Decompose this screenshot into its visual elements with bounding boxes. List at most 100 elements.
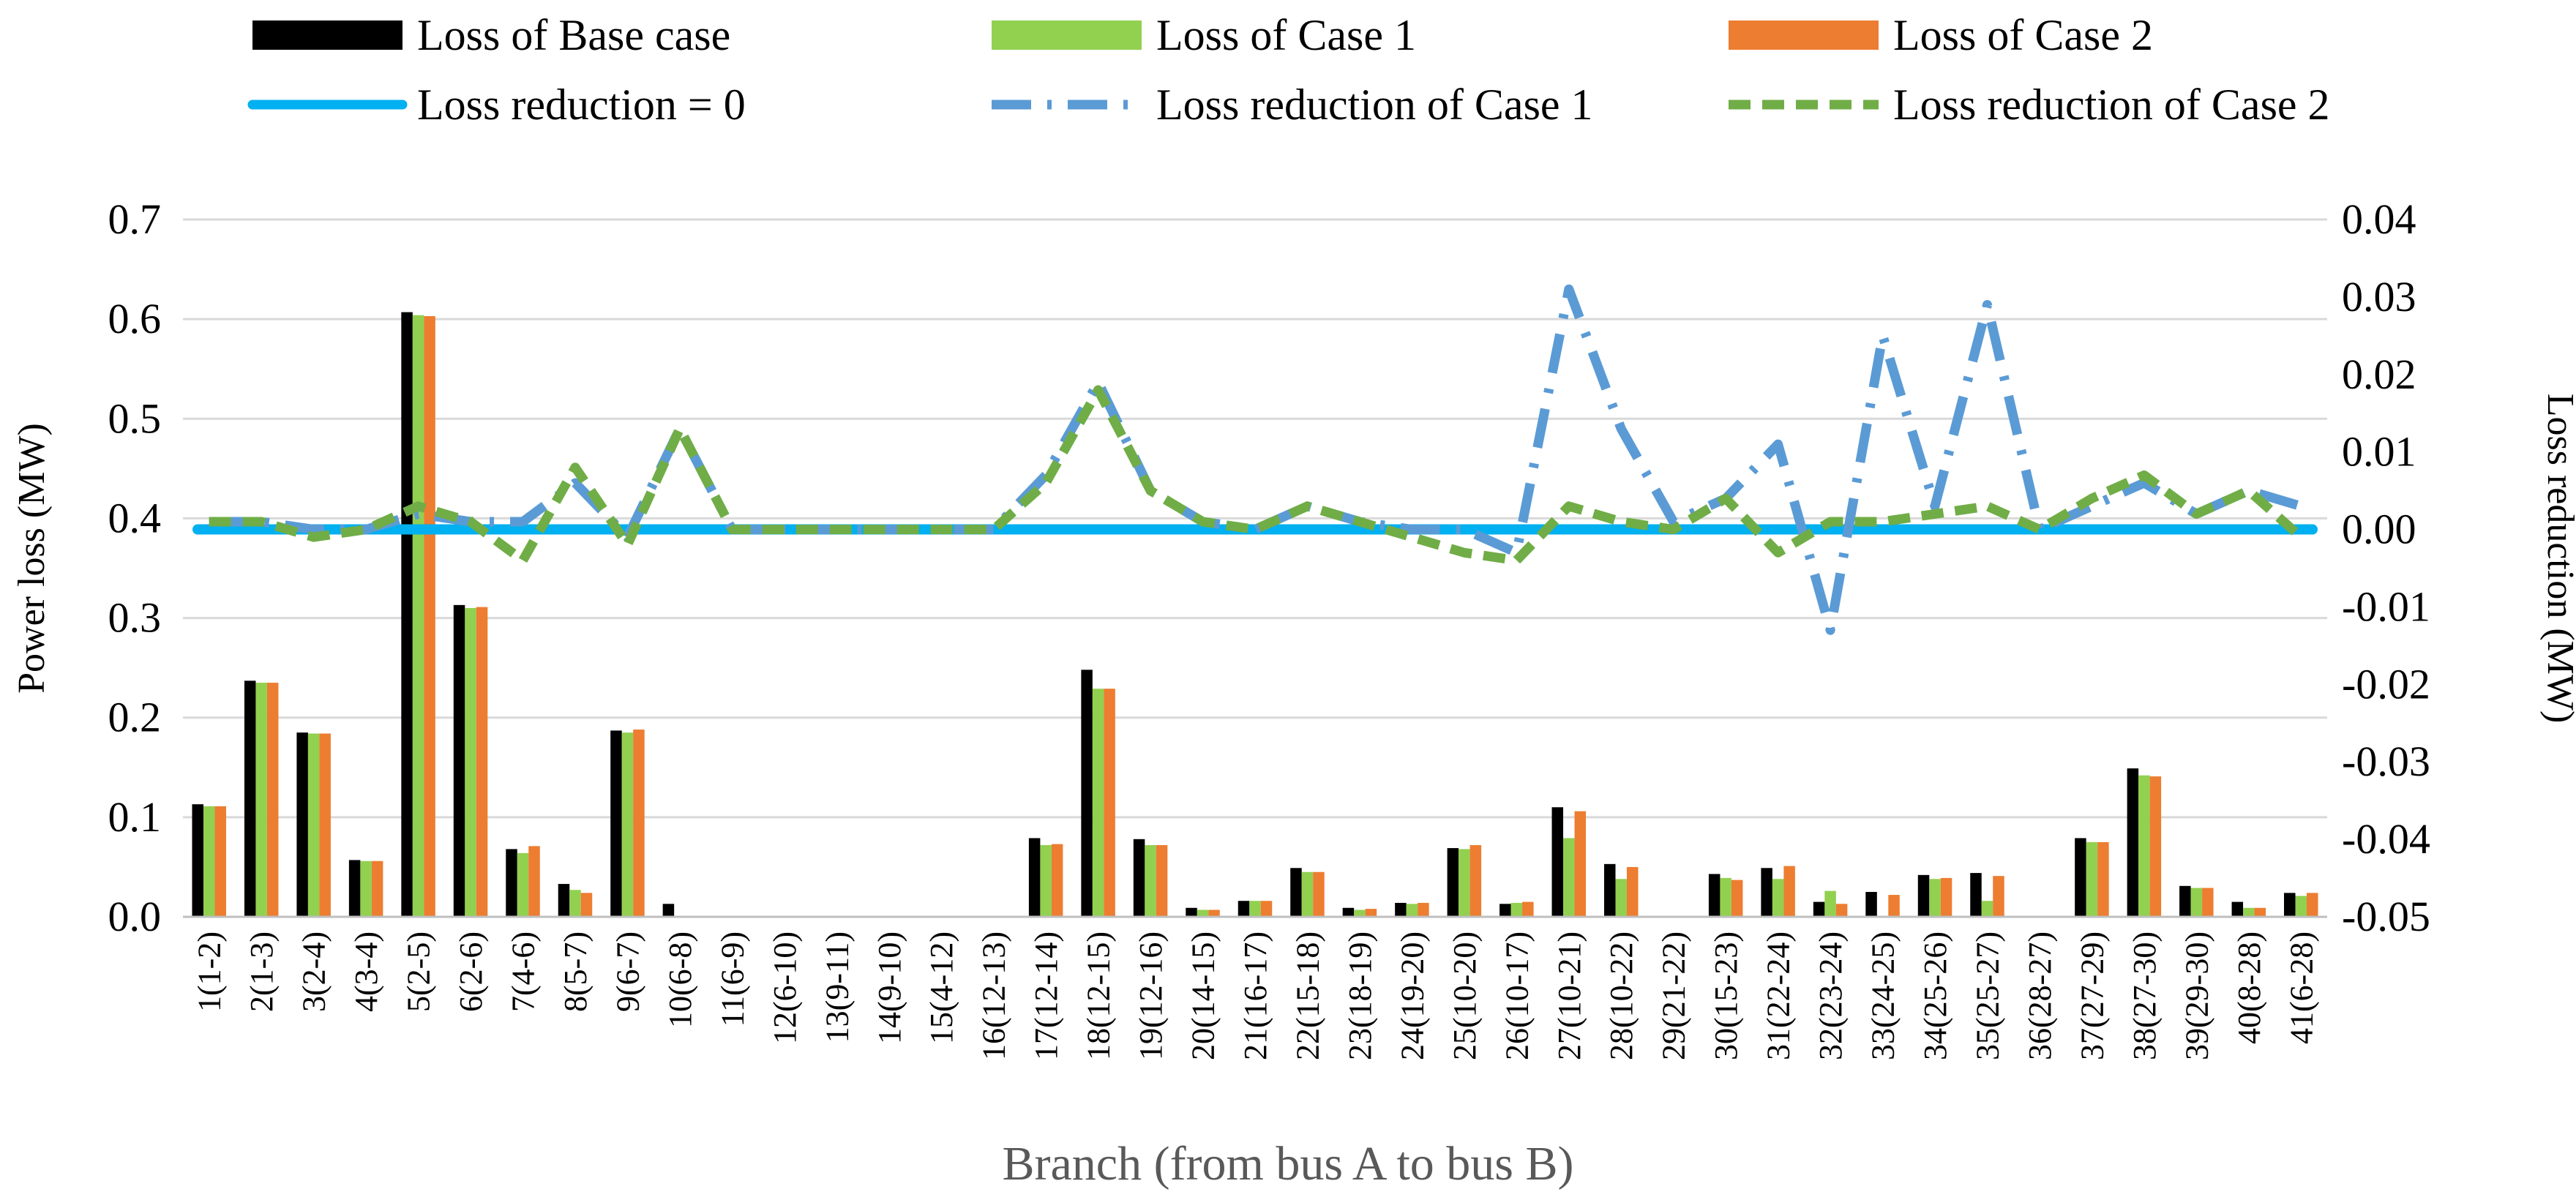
bar-1	[255, 683, 267, 917]
bar-2	[1835, 904, 1848, 917]
bar-2	[1260, 901, 1273, 917]
right-tick-label: 0.02	[2342, 350, 2416, 398]
line-series-1	[209, 284, 2303, 635]
bar-1	[569, 890, 581, 917]
bar-0	[1342, 907, 1355, 917]
legend-entry: Loss reduction of Case 1	[992, 80, 1593, 129]
bar-1	[2243, 907, 2255, 917]
bar-2	[1365, 909, 1377, 917]
bar-1	[1459, 849, 1470, 917]
bar-1	[1197, 910, 1209, 917]
bar-1	[1615, 879, 1627, 917]
category-label: 13(9-11)	[819, 931, 855, 1043]
category-label: 12(6-10)	[767, 931, 803, 1044]
legend-label: Loss reduction of Case 2	[1893, 80, 2330, 129]
category-label: 14(9-10)	[872, 931, 907, 1044]
legend-entry: Loss reduction of Case 2	[1729, 80, 2330, 129]
right-tick-label: -0.05	[2342, 893, 2430, 940]
bar-1	[203, 806, 215, 917]
bar-2	[1574, 811, 1587, 917]
bar-1	[1510, 902, 1523, 917]
bar-0	[1865, 891, 1877, 917]
bar-2	[2097, 841, 2109, 917]
bar-0	[1813, 901, 1825, 917]
category-label: 40(8-28)	[2231, 931, 2267, 1044]
bar-1	[307, 733, 320, 917]
bar-0	[2231, 901, 2244, 917]
bar-1	[1929, 879, 1941, 917]
bar-2	[528, 846, 540, 917]
right-axis-title: Loss reduction (MW)	[2539, 394, 2576, 724]
right-tick-label: -0.03	[2342, 738, 2430, 785]
bar-0	[662, 904, 675, 917]
category-label: 27(10-21)	[1551, 931, 1587, 1060]
bar-2	[1469, 844, 1482, 917]
x-axis-title: Branch (from bus A to bus B)	[1003, 1137, 1574, 1190]
bar-2	[476, 607, 488, 917]
bar-1	[1301, 871, 1314, 917]
bar-2	[1731, 880, 1743, 917]
bar-1	[621, 732, 634, 917]
bar-0	[506, 849, 517, 917]
bar-1	[2138, 775, 2150, 917]
bar-2	[2202, 888, 2214, 917]
bar-2	[1522, 901, 1534, 917]
bar-0	[2127, 768, 2139, 917]
category-label: 29(21-22)	[1656, 931, 1692, 1060]
right-tick-label: 0.01	[2342, 428, 2416, 476]
bar-2	[1993, 876, 2004, 917]
bar-0	[401, 312, 413, 917]
bar-0	[1708, 874, 1721, 917]
bar-0	[558, 884, 570, 917]
category-label: 41(6-28)	[2283, 931, 2319, 1044]
bar-2	[1888, 895, 1900, 917]
bar-0	[1028, 838, 1041, 917]
left-axis-title: Power loss (MW)	[11, 423, 53, 694]
legend: Loss of Base case Loss of Case 1 Loss of C…	[247, 11, 2330, 129]
right-tick-label: -0.02	[2342, 660, 2430, 708]
category-label: 4(3-4)	[348, 931, 384, 1012]
bar-2	[371, 860, 383, 917]
bar-1	[360, 860, 372, 917]
left-tick-label: 0.7	[108, 195, 162, 243]
bar-2	[1940, 877, 1952, 917]
category-label: 25(10-20)	[1447, 931, 1483, 1060]
bar-2	[1156, 844, 1168, 917]
bar-0	[296, 732, 308, 917]
bar-1	[1092, 689, 1104, 917]
category-label: 21(16-17)	[1238, 931, 1273, 1060]
gridlines	[183, 218, 2327, 918]
bar-1	[1406, 904, 1418, 917]
bar-0	[1447, 848, 1459, 917]
bar-1	[465, 607, 476, 917]
line-series-2	[209, 385, 2304, 566]
category-label: 19(12-16)	[1133, 931, 1169, 1060]
bar-0	[2075, 838, 2086, 917]
bar-2	[1418, 902, 1429, 917]
category-label: 17(12-14)	[1028, 931, 1064, 1060]
category-label: 5(2-5)	[401, 931, 437, 1012]
bar-0	[1499, 904, 1511, 917]
bar-1	[2190, 888, 2203, 917]
legend-label: Loss reduction = 0	[417, 80, 746, 129]
category-label: 35(25-27)	[1969, 931, 2005, 1060]
bar-2	[424, 316, 435, 917]
bar-2	[2149, 776, 2162, 917]
right-tick-label: 0.03	[2342, 273, 2416, 320]
category-label: 22(15-18)	[1289, 931, 1325, 1060]
bar-1	[1354, 910, 1366, 917]
bar-2	[266, 683, 279, 917]
legend-swatch	[1729, 20, 1879, 50]
legend-entry: Loss of Base case	[252, 11, 730, 59]
category-label: 39(29-30)	[2179, 931, 2214, 1060]
bar-1	[2295, 896, 2307, 917]
bar-1	[412, 315, 424, 917]
bar-0	[1551, 807, 1564, 917]
category-label: 34(25-26)	[1917, 931, 1953, 1060]
category-label: 18(12-15)	[1081, 931, 1117, 1060]
bar-1	[2086, 841, 2098, 917]
category-label: 33(24-25)	[1865, 931, 1901, 1060]
bar-1	[1981, 901, 1993, 917]
left-tick-label: 0.2	[108, 694, 162, 741]
